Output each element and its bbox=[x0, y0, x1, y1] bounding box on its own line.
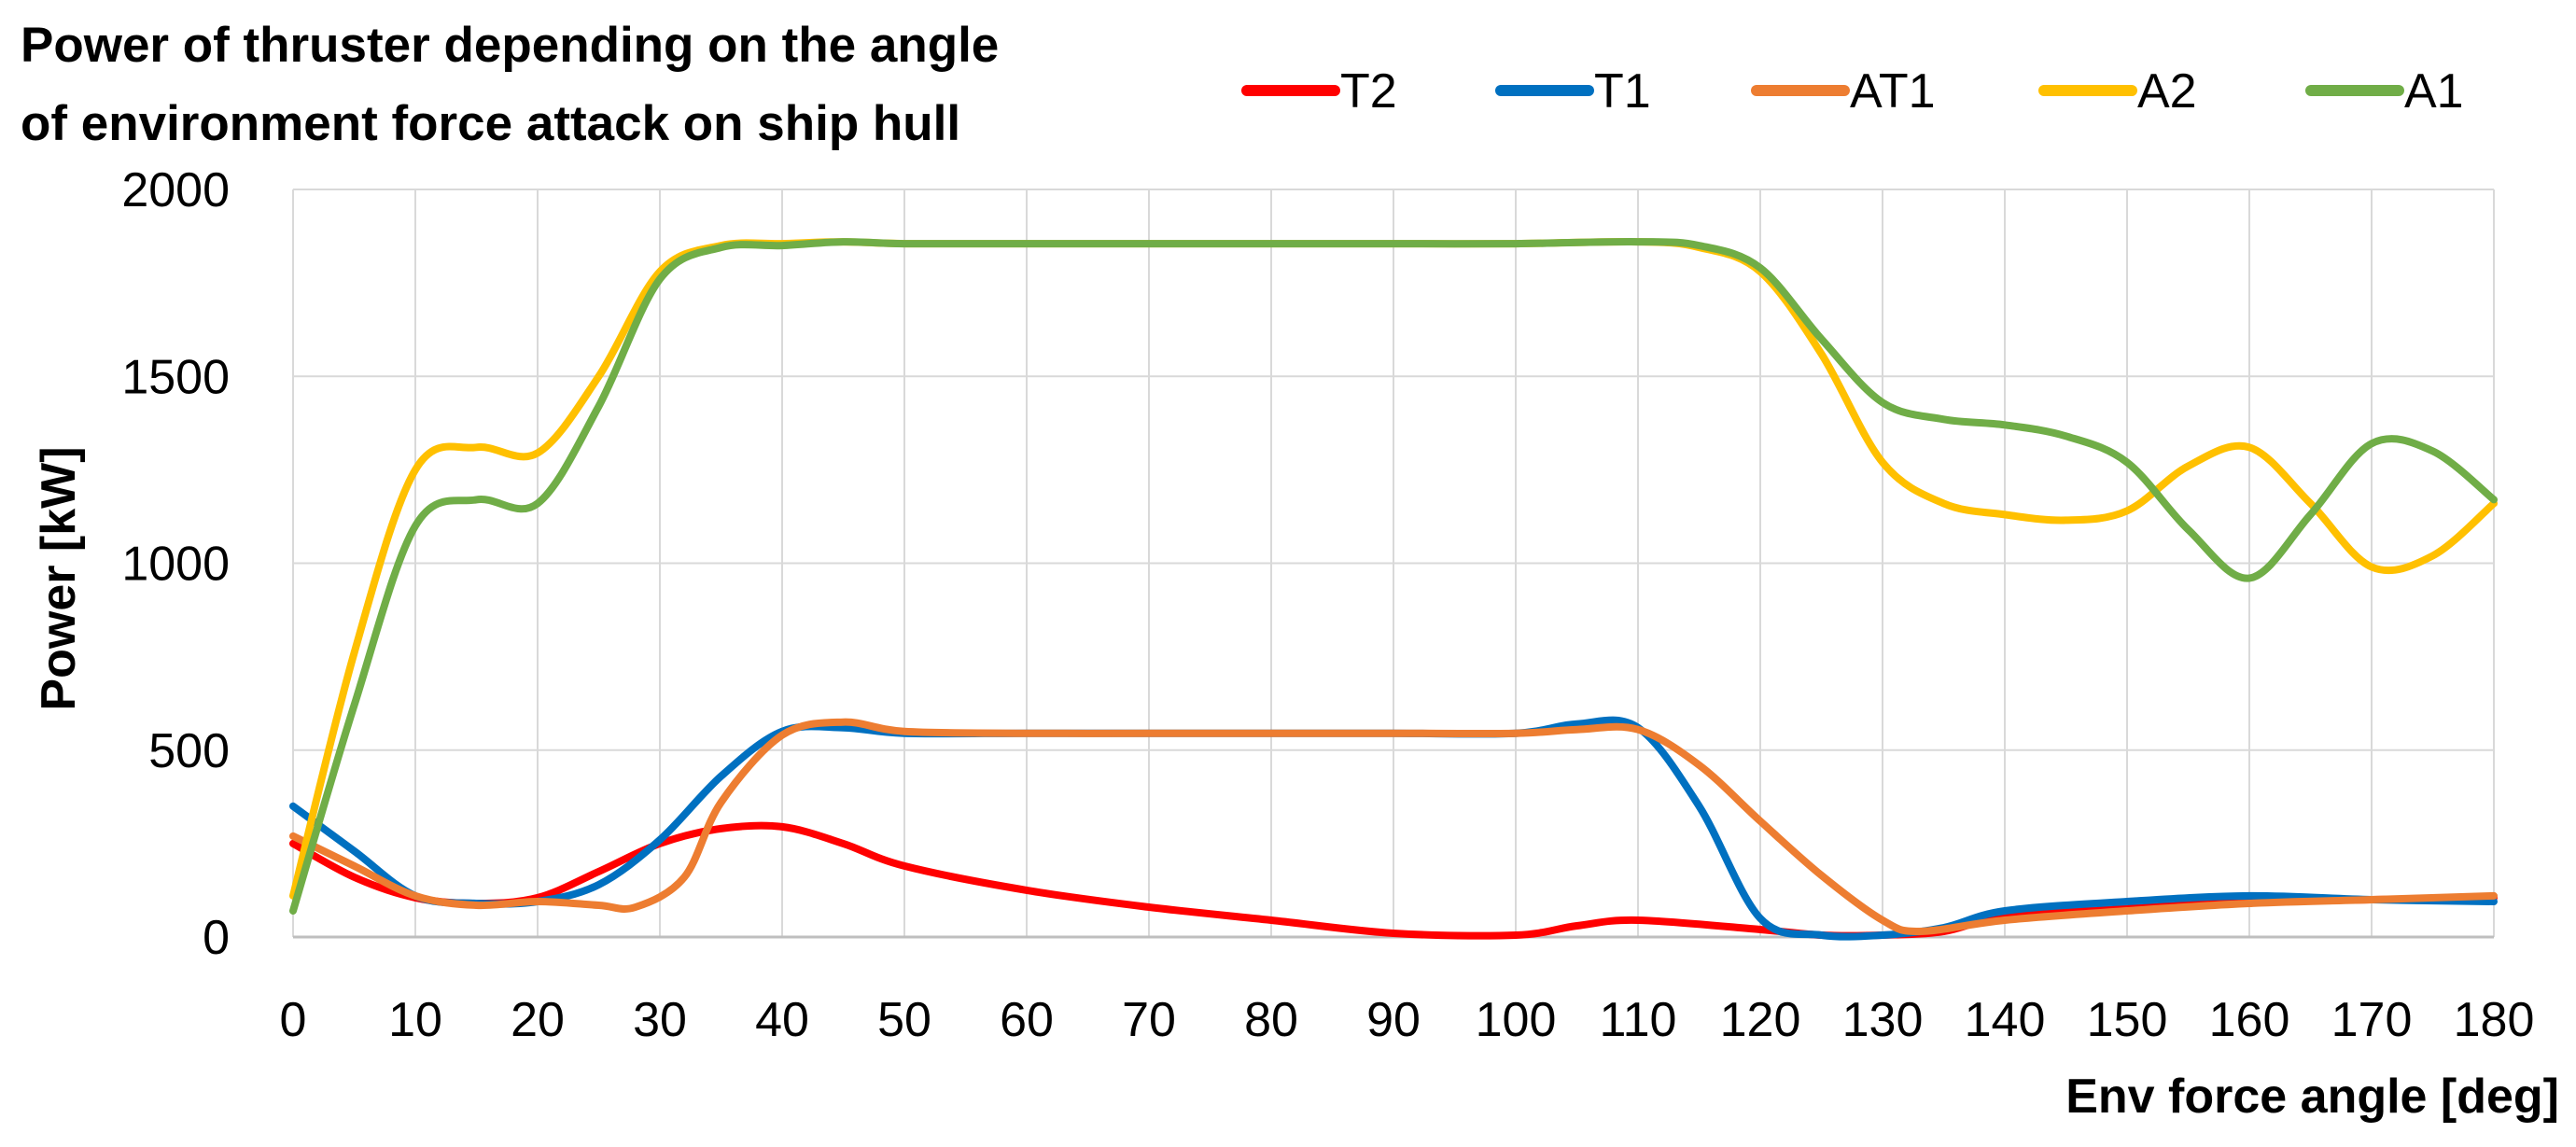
y-tick-label: 1500 bbox=[121, 350, 230, 404]
x-tick-label: 120 bbox=[1720, 993, 1801, 1047]
legend-label-t1: T1 bbox=[1594, 64, 1651, 119]
x-tick-label: 60 bbox=[1000, 993, 1054, 1047]
x-tick-label: 140 bbox=[1965, 993, 2046, 1047]
x-tick-label: 0 bbox=[280, 993, 307, 1047]
legend-label-t2: T2 bbox=[1340, 64, 1397, 119]
y-axis-ticks: 0 500 1000 1500 2000 bbox=[121, 163, 230, 965]
plot-grid bbox=[292, 189, 2495, 939]
x-tick-label: 40 bbox=[755, 993, 809, 1047]
legend-label-a2: A2 bbox=[2137, 64, 2197, 119]
series-line-at1 bbox=[289, 718, 2498, 935]
x-tick-label: 160 bbox=[2209, 993, 2290, 1047]
x-tick-label: 90 bbox=[1366, 993, 1421, 1047]
x-tick-label: 170 bbox=[2331, 993, 2413, 1047]
y-tick-label: 500 bbox=[148, 724, 230, 778]
x-tick-label: 100 bbox=[1476, 993, 1557, 1047]
chart-title-line-1: Power of thruster depending on the angle bbox=[21, 18, 999, 73]
y-tick-label: 2000 bbox=[121, 163, 230, 217]
series-lines bbox=[289, 237, 2498, 941]
x-tick-label: 50 bbox=[877, 993, 931, 1047]
legend-label-a1: A1 bbox=[2404, 64, 2464, 119]
series-line-a1 bbox=[289, 238, 2498, 915]
y-axis-label: Power [kW] bbox=[32, 446, 86, 710]
series-line-t2 bbox=[289, 821, 2498, 940]
y-tick-label: 0 bbox=[203, 911, 230, 965]
chart-title-line-2: of environment force attack on ship hull bbox=[21, 96, 960, 151]
y-tick-label: 1000 bbox=[121, 538, 230, 592]
x-axis-ticks: 0 10 20 30 40 50 60 70 80 90 100 110 120 130 140 150 160… bbox=[280, 993, 2535, 1047]
x-tick-label: 80 bbox=[1244, 993, 1298, 1047]
legend-label-at1: AT1 bbox=[1850, 64, 1936, 119]
x-tick-label: 10 bbox=[388, 993, 442, 1047]
x-axis-label: Env force angle [deg] bbox=[2065, 1070, 2559, 1124]
x-tick-label: 70 bbox=[1122, 993, 1176, 1047]
x-tick-label: 30 bbox=[633, 993, 687, 1047]
legend: T2 T1 AT1 A2 A1 bbox=[1241, 64, 2464, 119]
x-tick-label: 180 bbox=[2454, 993, 2535, 1047]
chart-title: Power of thruster depending on the angle… bbox=[21, 18, 999, 151]
x-tick-label: 20 bbox=[511, 993, 565, 1047]
x-tick-label: 130 bbox=[1842, 993, 1924, 1047]
x-tick-label: 150 bbox=[2087, 993, 2168, 1047]
x-tick-label: 110 bbox=[1600, 993, 1677, 1047]
